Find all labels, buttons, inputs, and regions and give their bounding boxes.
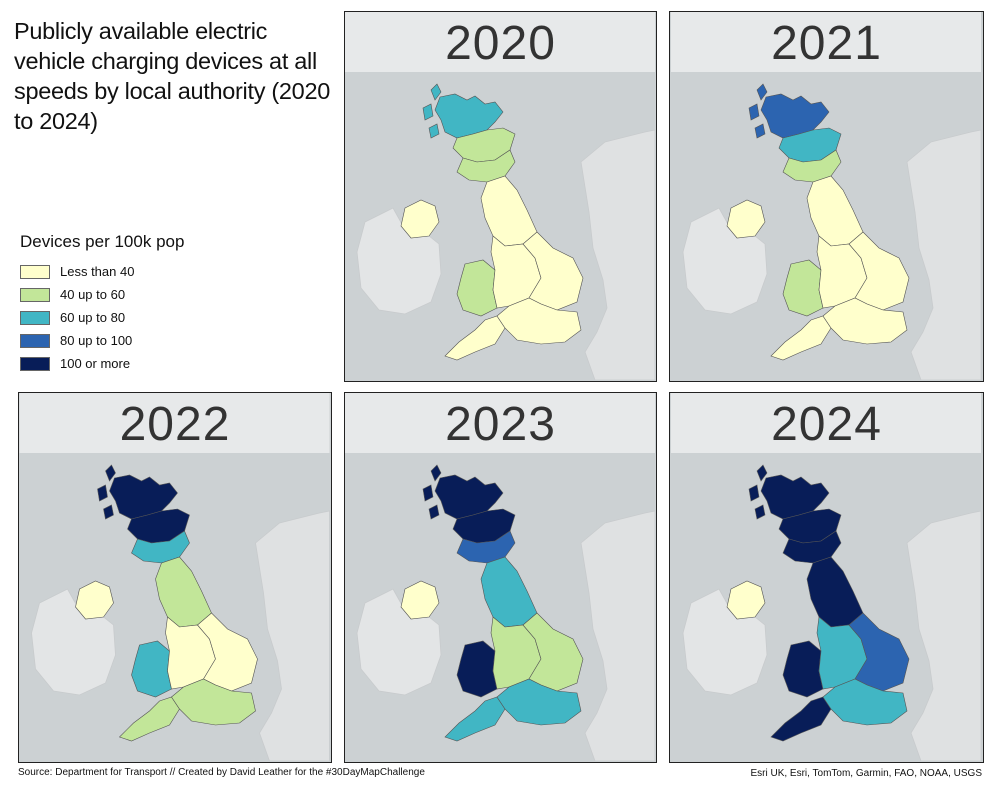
region-south-east: [496, 678, 582, 726]
region-south-east: [822, 678, 908, 726]
title-band: [345, 393, 655, 453]
island: [748, 103, 760, 121]
legend-label: 60 up to 80: [60, 310, 126, 325]
island: [103, 504, 114, 520]
region-scotland-south: [456, 530, 516, 564]
island: [422, 484, 434, 502]
legend-swatch: [20, 356, 50, 371]
europe-land: [580, 510, 655, 761]
region-northern-ireland: [726, 199, 766, 239]
region-scotland-north: [434, 93, 504, 139]
region-scotland-south: [782, 149, 842, 183]
uk-map: [19, 393, 330, 761]
region-scotland-south: [131, 530, 190, 564]
region-wales: [782, 640, 824, 698]
island: [754, 504, 766, 520]
region-northern-ireland: [400, 580, 440, 620]
legend-item: 40 up to 60: [20, 283, 184, 306]
legend-swatch: [20, 333, 50, 348]
map-year-label: 2023: [445, 398, 556, 451]
region-scotland-north: [760, 474, 830, 520]
map-panel-2022: 2022: [18, 392, 332, 763]
map-title: Publicly available electric vehicle char…: [14, 18, 330, 134]
title-band: [345, 12, 655, 72]
map-panel-2023: 2023: [344, 392, 657, 763]
region-south-east: [822, 297, 908, 345]
region-wales: [456, 640, 498, 698]
uk-map: [671, 12, 982, 380]
island: [430, 83, 442, 101]
region-scotland-north: [760, 93, 830, 139]
title-band: [671, 393, 981, 453]
region-scotland-north: [434, 474, 504, 520]
region-northern-ireland: [726, 580, 766, 620]
uk-map: [671, 393, 982, 761]
map-year-label: 2022: [119, 398, 231, 451]
uk-map: [345, 12, 655, 380]
map-panel-2021: 2021: [669, 11, 984, 382]
legend-item: 80 up to 100: [20, 329, 184, 352]
legend-swatch: [20, 287, 50, 302]
region-south-east: [171, 678, 256, 726]
legend-title: Devices per 100k pop: [20, 232, 185, 251]
map-panel-2020: 2020: [344, 11, 657, 382]
island: [756, 464, 768, 482]
legend-label: 40 up to 60: [60, 287, 126, 302]
region-northern-ireland: [400, 199, 440, 239]
map-year-label: 2024: [771, 398, 882, 451]
island: [756, 83, 768, 101]
source-note: Source: Department for Transport // Crea…: [18, 767, 425, 778]
legend-item: Less than 40: [20, 260, 184, 283]
region-south-east: [496, 297, 582, 345]
map-year-label: 2021: [771, 17, 882, 70]
legend-label: 80 up to 100: [60, 333, 133, 348]
island: [428, 504, 440, 520]
title-band: [671, 12, 981, 72]
basemap-credit: Esri UK, Esri, TomTom, Garmin, FAO, NOAA…: [750, 768, 982, 779]
legend: Devices per 100k pop Less than 40 40 up …: [20, 232, 184, 375]
uk-map: [345, 393, 655, 761]
europe-land: [255, 510, 330, 761]
region-scotland-south: [782, 530, 842, 564]
legend-label: Less than 40: [60, 264, 135, 279]
region-scotland-south: [456, 149, 516, 183]
legend-label: 100 or more: [60, 356, 131, 371]
region-wales: [456, 259, 498, 317]
island: [428, 123, 440, 139]
europe-land: [580, 129, 655, 380]
title-band: [19, 393, 330, 453]
region-scotland-north: [109, 474, 178, 520]
island: [748, 484, 760, 502]
legend-item: 60 up to 80: [20, 306, 184, 329]
map-panel-2024: 2024: [669, 392, 984, 763]
island: [97, 484, 108, 502]
europe-land: [906, 510, 982, 761]
island: [105, 464, 116, 482]
island: [422, 103, 434, 121]
island: [754, 123, 766, 139]
map-year-label: 2020: [445, 17, 556, 70]
legend-item: 100 or more: [20, 352, 184, 375]
region-northern-ireland: [75, 580, 114, 620]
legend-swatch: [20, 310, 50, 325]
europe-land: [906, 129, 982, 380]
legend-swatch: [20, 264, 50, 279]
region-wales: [131, 640, 172, 698]
region-wales: [782, 259, 824, 317]
island: [430, 464, 442, 482]
